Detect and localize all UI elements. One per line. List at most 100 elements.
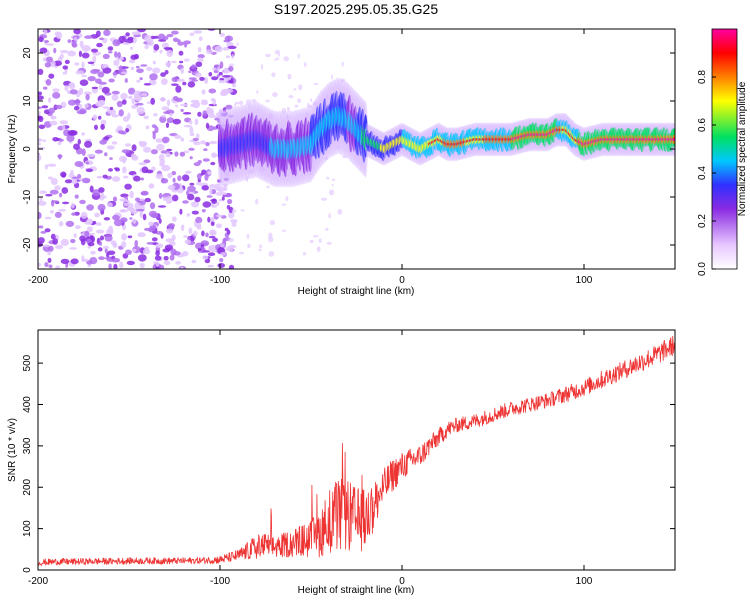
noise-blob (234, 104, 237, 108)
noise-blob (48, 73, 55, 79)
noise-blob (95, 222, 102, 226)
noise-blob (81, 74, 87, 78)
noise-blob (207, 264, 215, 268)
noise-blob (100, 235, 104, 241)
noise-blob (220, 243, 225, 248)
noise-blob (67, 39, 72, 43)
noise-blob (163, 47, 173, 50)
noise-blob (197, 178, 201, 183)
noise-blob (92, 55, 97, 63)
colorbar: 0.0 0.2 0.4 0.6 0.8 Normalized spectral ampl… (697, 28, 748, 276)
noise-blob (74, 194, 79, 199)
noise-blob (182, 174, 190, 182)
noise-blob (44, 216, 52, 220)
noise-blob (71, 202, 75, 209)
noise-blob (180, 137, 185, 142)
noise-blob (42, 244, 51, 248)
noise-blob (115, 168, 120, 172)
noise-blob (174, 134, 182, 139)
noise-blob (134, 201, 141, 210)
noise-blob (97, 203, 106, 212)
noise-blob (219, 258, 224, 263)
noise-blob (130, 66, 135, 71)
noise-blob (170, 60, 177, 64)
noise-blob (91, 220, 97, 225)
noise-blob (240, 209, 245, 212)
noise-blob (71, 179, 78, 185)
noise-blob (64, 179, 73, 184)
noise-blob (216, 74, 220, 78)
noise-blob (102, 67, 112, 74)
noise-blob (148, 183, 155, 189)
noise-blob (278, 53, 281, 57)
noise-blob (131, 153, 136, 160)
noise-blob (210, 230, 216, 236)
noise-blob (65, 220, 75, 227)
noise-blob (47, 163, 57, 167)
noise-blob (224, 246, 231, 251)
noise-blob (57, 140, 62, 146)
noise-blob (202, 250, 210, 253)
noise-blob (86, 153, 96, 158)
noise-blob (175, 85, 182, 93)
noise-blob (103, 136, 110, 140)
noise-blob (123, 202, 130, 206)
noise-blob (38, 111, 41, 116)
heatmap-xtick-label: -200 (28, 275, 48, 286)
noise-blob (272, 92, 278, 98)
noise-blob (143, 159, 151, 164)
noise-blob (228, 238, 235, 243)
noise-blob (64, 85, 69, 92)
noise-blob (187, 185, 196, 192)
noise-blob (256, 90, 259, 94)
noise-blob (182, 112, 192, 115)
noise-blob (309, 239, 314, 244)
noise-blob (86, 204, 94, 211)
noise-blob (58, 221, 64, 227)
noise-blob (201, 185, 209, 191)
noise-blob (42, 139, 46, 143)
noise-blob (41, 105, 49, 109)
noise-blob (214, 64, 219, 68)
noise-blob (155, 261, 160, 267)
noise-blob (75, 225, 81, 230)
noise-blob (84, 230, 90, 238)
noise-blob (150, 149, 158, 155)
noise-blob (90, 250, 96, 255)
noise-blob (154, 126, 159, 134)
noise-blob (68, 82, 74, 88)
noise-blob (189, 120, 193, 125)
noise-blob (224, 227, 229, 232)
noise-blob (81, 177, 91, 184)
noise-blob (92, 114, 98, 121)
noise-blob (45, 193, 53, 197)
noise-blob (167, 172, 173, 179)
snr-ytick-label: 200 (22, 478, 33, 495)
noise-blob (38, 211, 42, 220)
noise-blob (111, 141, 118, 145)
noise-blob (185, 170, 192, 174)
noise-blob (222, 75, 231, 78)
heatmap-xtick-label: 100 (576, 275, 593, 286)
noise-blob (39, 190, 48, 194)
noise-blob (119, 261, 124, 269)
noise-blob (150, 97, 155, 105)
noise-blob (55, 104, 63, 110)
noise-blob (208, 88, 217, 94)
noise-blob (141, 141, 148, 147)
noise-blob (99, 139, 107, 145)
noise-blob (102, 245, 110, 249)
noise-blob (216, 201, 220, 206)
noise-blob (202, 201, 212, 208)
noise-blob (171, 216, 177, 222)
noise-blob (61, 187, 69, 194)
noise-blob (190, 201, 200, 208)
noise-blob (121, 71, 128, 75)
noise-blob (100, 119, 107, 126)
heatmap-ytick-label: 0 (22, 146, 33, 152)
noise-blob (62, 201, 70, 205)
noise-blob (211, 76, 219, 81)
noise-blob (121, 149, 131, 154)
noise-blob (209, 140, 218, 145)
